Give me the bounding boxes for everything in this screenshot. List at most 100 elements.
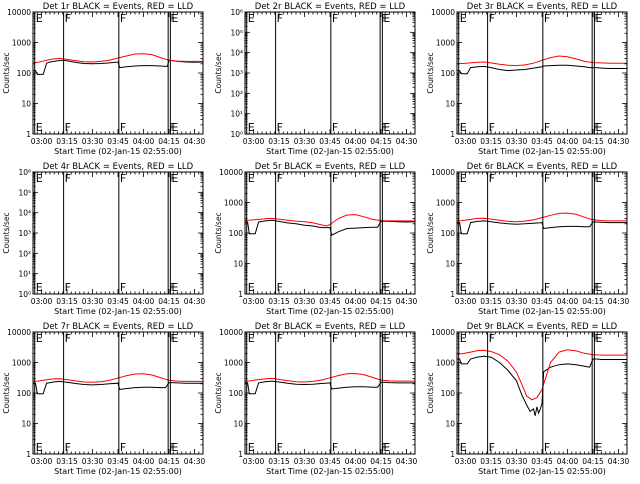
event-marker-label: E: [595, 172, 602, 185]
panel-det-9: Det 9r BLACK = Events, RED = LLDEEFFFFFF…: [426, 322, 630, 476]
y-tick-label: 100: [17, 69, 32, 78]
event-marker-label: F: [381, 281, 387, 294]
event-marker-label: F: [381, 172, 387, 185]
y-tick-label: 10⁶: [230, 8, 243, 17]
x-axis-label: Start Time (02-Jan-15 02:55:00): [266, 147, 394, 156]
plot-frame: [32, 331, 204, 455]
y-tick-label: 100: [17, 389, 32, 398]
y-tick-label: 10000: [219, 328, 243, 337]
event-marker-label: F: [489, 172, 495, 185]
event-marker-label: F: [381, 12, 387, 25]
y-tick-label: 10⁵: [230, 28, 243, 37]
x-tick-label: 04:00: [133, 457, 155, 466]
event-marker-label: F: [169, 281, 175, 294]
event-marker-label: E: [383, 12, 390, 25]
plot-frame: [32, 11, 204, 135]
plot-frame: [244, 171, 416, 295]
event-marker-label: E: [248, 172, 255, 185]
event-marker-label: F: [277, 332, 283, 345]
x-tick-label: 03:30: [82, 297, 104, 306]
x-tick-label: 04:15: [158, 457, 180, 466]
event-marker-label: E: [595, 12, 602, 25]
y-tick-label: 100: [229, 389, 244, 398]
event-marker-label: E: [248, 121, 255, 134]
event-marker-label: E: [383, 281, 390, 294]
x-tick-label: 03:15: [56, 457, 78, 466]
y-tick-label: 10²: [230, 89, 243, 98]
x-tick-label: 03:30: [506, 457, 528, 466]
event-marker-label: E: [36, 172, 43, 185]
plot-frame: [456, 171, 628, 295]
event-marker-label: E: [595, 281, 602, 294]
y-axis-label: Counts/sec: [2, 372, 11, 413]
panel-det-2: Det 2r BLACK = Events, RED = LLDEEFFFFFF…: [214, 2, 418, 156]
x-tick-label: 04:15: [370, 457, 392, 466]
x-axis-label: Start Time (02-Jan-15 02:55:00): [54, 467, 182, 476]
event-marker-label: F: [332, 332, 338, 345]
event-marker-label: E: [460, 172, 467, 185]
x-tick-label: 04:00: [345, 457, 367, 466]
event-marker-label: F: [332, 172, 338, 185]
x-tick-label: 03:00: [455, 137, 477, 146]
x-tick-label: 04:30: [608, 297, 630, 306]
panel-title: Det 5r BLACK = Events, RED = LLD: [255, 162, 406, 172]
x-tick-label: 03:30: [506, 137, 528, 146]
event-marker-label: E: [248, 12, 255, 25]
x-tick-label: 03:45: [107, 457, 129, 466]
panel-title: Det 4r BLACK = Events, RED = LLD: [43, 162, 194, 172]
x-tick-label: 04:15: [158, 137, 180, 146]
x-tick-label: 04:30: [184, 297, 206, 306]
x-tick-label: 03:45: [531, 137, 553, 146]
x-tick-label: 03:00: [243, 457, 265, 466]
y-tick-label: 1000: [12, 39, 31, 48]
y-tick-label: 1000: [12, 359, 31, 368]
x-tick-label: 03:00: [31, 297, 53, 306]
event-marker-label: E: [171, 172, 178, 185]
event-marker-label: E: [171, 281, 178, 294]
x-axis-label: Start Time (02-Jan-15 02:55:00): [478, 147, 606, 156]
event-marker-label: E: [248, 441, 255, 454]
event-marker-label: F: [120, 12, 126, 25]
event-marker-label: F: [277, 172, 283, 185]
x-tick-label: 03:00: [31, 137, 53, 146]
event-marker-label: F: [544, 121, 550, 134]
event-marker-label: F: [169, 332, 175, 345]
x-tick-label: 04:30: [184, 137, 206, 146]
event-marker-label: F: [65, 121, 71, 134]
event-marker-label: E: [595, 441, 602, 454]
event-marker-label: F: [544, 12, 550, 25]
event-marker-label: F: [169, 121, 175, 134]
panel-title: Det 8r BLACK = Events, RED = LLD: [255, 322, 406, 332]
event-marker-label: E: [460, 281, 467, 294]
event-marker-label: F: [332, 121, 338, 134]
event-marker-label: F: [120, 441, 126, 454]
x-tick-label: 04:30: [396, 457, 418, 466]
event-marker-label: E: [248, 332, 255, 345]
y-tick-label: 100: [441, 229, 456, 238]
x-tick-label: 03:00: [243, 297, 265, 306]
event-marker-label: F: [169, 172, 175, 185]
x-tick-label: 04:30: [184, 457, 206, 466]
event-marker-label: F: [489, 121, 495, 134]
event-marker-label: E: [595, 121, 602, 134]
event-marker-label: E: [595, 332, 602, 345]
y-tick-label: 10¹: [18, 270, 31, 279]
x-tick-label: 03:30: [294, 137, 316, 146]
event-marker-label: F: [593, 121, 599, 134]
y-tick-label: 10: [21, 100, 31, 109]
x-tick-label: 03:30: [294, 297, 316, 306]
x-tick-label: 03:15: [480, 137, 502, 146]
panel-det-5: Det 5r BLACK = Events, RED = LLDEEFFFFFF…: [214, 162, 418, 316]
event-marker-label: F: [277, 12, 283, 25]
y-tick-label: 10³: [230, 69, 243, 78]
y-tick-label: 10000: [431, 168, 455, 177]
x-tick-label: 04:30: [608, 457, 630, 466]
event-marker-label: E: [460, 12, 467, 25]
event-marker-label: F: [169, 441, 175, 454]
event-marker-label: E: [460, 441, 467, 454]
event-marker-label: E: [36, 281, 43, 294]
x-tick-label: 04:00: [557, 457, 579, 466]
plot-frame: [32, 171, 204, 295]
y-tick-label: 10: [21, 420, 31, 429]
panel-title: Det 3r BLACK = Events, RED = LLD: [467, 2, 618, 12]
